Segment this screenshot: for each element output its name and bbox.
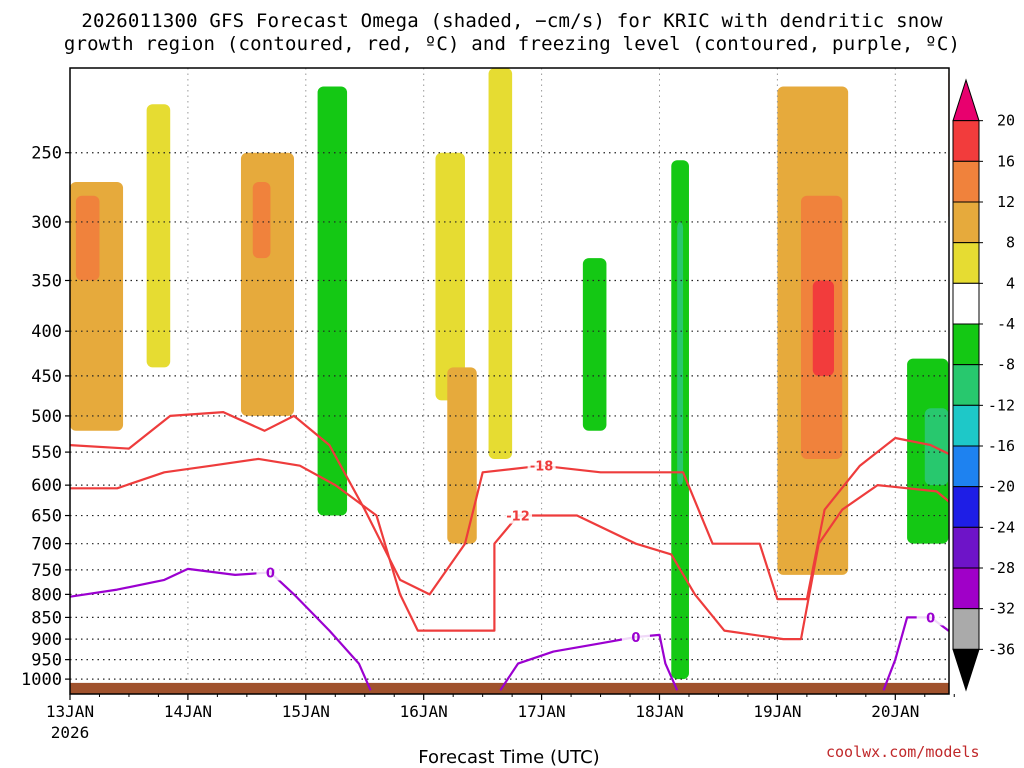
x-year-label: 2026 [51,723,90,742]
x-tick-label-15JAN: 15JAN [282,702,330,721]
contour-layer [70,411,949,691]
y-tick-label-750: 750 [31,561,62,581]
y-tick-label-1000: 1000 [21,670,62,690]
colorbar-bin-7 [952,364,980,406]
colorbar-bin-12 [952,567,980,610]
x-tick-label-14JAN: 14JAN [164,702,212,721]
x-tick-label-17JAN: 17JAN [518,702,566,721]
colorbar-label-2: 12 [997,193,1015,211]
credit-link[interactable]: coolwx.com/models [826,743,980,761]
colorbar-label-1: 16 [997,152,1015,170]
omega-region-2 [146,104,171,368]
colorbar-label-9: -20 [988,478,1015,496]
omega-region-1 [75,195,100,281]
colorbar-label-8: -16 [988,437,1015,455]
y-tick-label-800: 800 [31,585,62,605]
freezing-contour-0 [70,567,372,691]
freezing-label-0: 0 [266,566,275,581]
omega-region-16 [924,408,949,486]
colorbar-label-4: 4 [1006,274,1015,292]
y-tick-label-900: 900 [31,630,62,650]
colorbar: 20 16 12 8 4 -4 -8 -12 -16 -20 -24 -28 -32 -36 [952,78,1015,692]
omega-region-4 [252,181,271,259]
omega-region-6 [435,152,465,401]
y-tick-label-350: 350 [31,271,62,291]
colorbar-label-12: -32 [988,600,1015,618]
chart-title-line-2: growth region (contoured, red, ºC) and f… [63,33,961,55]
colorbar-label-10: -24 [988,518,1015,536]
y-tick-label-300: 300 [31,213,62,233]
colorbar-label-0: 20 [997,112,1015,130]
freezing-label-2: 0 [926,611,935,626]
contour-label-layer: -18 -12 0 0 0 [256,457,945,646]
omega-region-8 [488,68,513,459]
colorbar-bin-8 [952,404,980,447]
colorbar-label-3: 8 [1006,234,1015,252]
colorbar-label-5: -4 [997,315,1015,333]
colorbar-bin-9 [952,445,980,488]
y-tick-label-400: 400 [31,322,62,342]
ground-surface [70,682,949,694]
colorbar-top-arrow [952,78,980,122]
y-tick-label-500: 500 [31,407,62,427]
x-tick-label-19JAN: 19JAN [753,702,801,721]
y-tick-label-700: 700 [31,535,62,555]
omega-region-14 [812,280,834,376]
colorbar-bottom-arrow [952,648,980,692]
colorbar-label-7: -12 [988,396,1015,414]
colorbar-label-13: -36 [988,640,1015,658]
colorbar-bin-4 [952,242,980,284]
x-tick-label-16JAN: 16JAN [400,702,448,721]
omega-region-5 [317,86,348,516]
omega-region-11 [677,221,684,486]
dendritic-contour-1 [70,457,949,641]
dendritic-label-1: -12 [506,510,530,525]
y-tick-label-950: 950 [31,651,62,671]
chart-title-line-1: 2026011300 GFS Forecast Omega (shaded, −… [81,10,943,32]
grid-layer [70,68,949,694]
y-tick-label-650: 650 [31,507,62,527]
x-axis: 13JAN 14JAN 15JAN 16JAN 17JAN 18JAN 19JAN 20JAN… [46,694,955,742]
omega-region-9 [582,258,607,431]
freezing-label-bg-1 [621,628,650,645]
y-tick-label-450: 450 [31,367,62,387]
x-axis-label: Forecast Time (UTC) [418,747,599,768]
y-tick-label-250: 250 [31,144,62,164]
freezing-label-bg-0 [256,564,285,581]
y-axis: 2503003504004505005506006507007508008509… [21,144,70,690]
dendritic-contour-0 [70,411,949,601]
ground-layer [70,682,949,694]
colorbar-label-11: -28 [988,559,1015,577]
freezing-contour-1 [499,633,679,691]
x-tick-label-20JAN: 20JAN [871,702,919,721]
colorbar-bin-13 [952,608,980,650]
x-tick-label-13JAN: 13JAN [46,702,94,721]
colorbar-bin-2 [952,160,980,203]
colorbar-bin-11 [952,526,980,569]
y-tick-label-600: 600 [31,476,62,496]
colorbar-bin-1 [952,120,980,162]
colorbar-bin-10 [952,486,980,528]
colorbar-bin-3 [952,201,980,244]
dendritic-label-bg-1 [504,507,533,524]
freezing-label-1: 0 [631,631,640,646]
dendritic-label-bg-0 [527,457,556,474]
y-tick-label-550: 550 [31,443,62,463]
colorbar-label-6: -8 [997,356,1015,374]
dendritic-label-0: -18 [530,460,554,475]
x-tick-label-18JAN: 18JAN [635,702,683,721]
colorbar-bin-6 [952,323,980,366]
y-tick-label-850: 850 [31,608,62,628]
omega-region-7 [447,367,477,544]
freezing-label-bg-2 [916,609,945,626]
plot-frame [69,67,950,695]
colorbar-bin-5 [952,282,980,325]
